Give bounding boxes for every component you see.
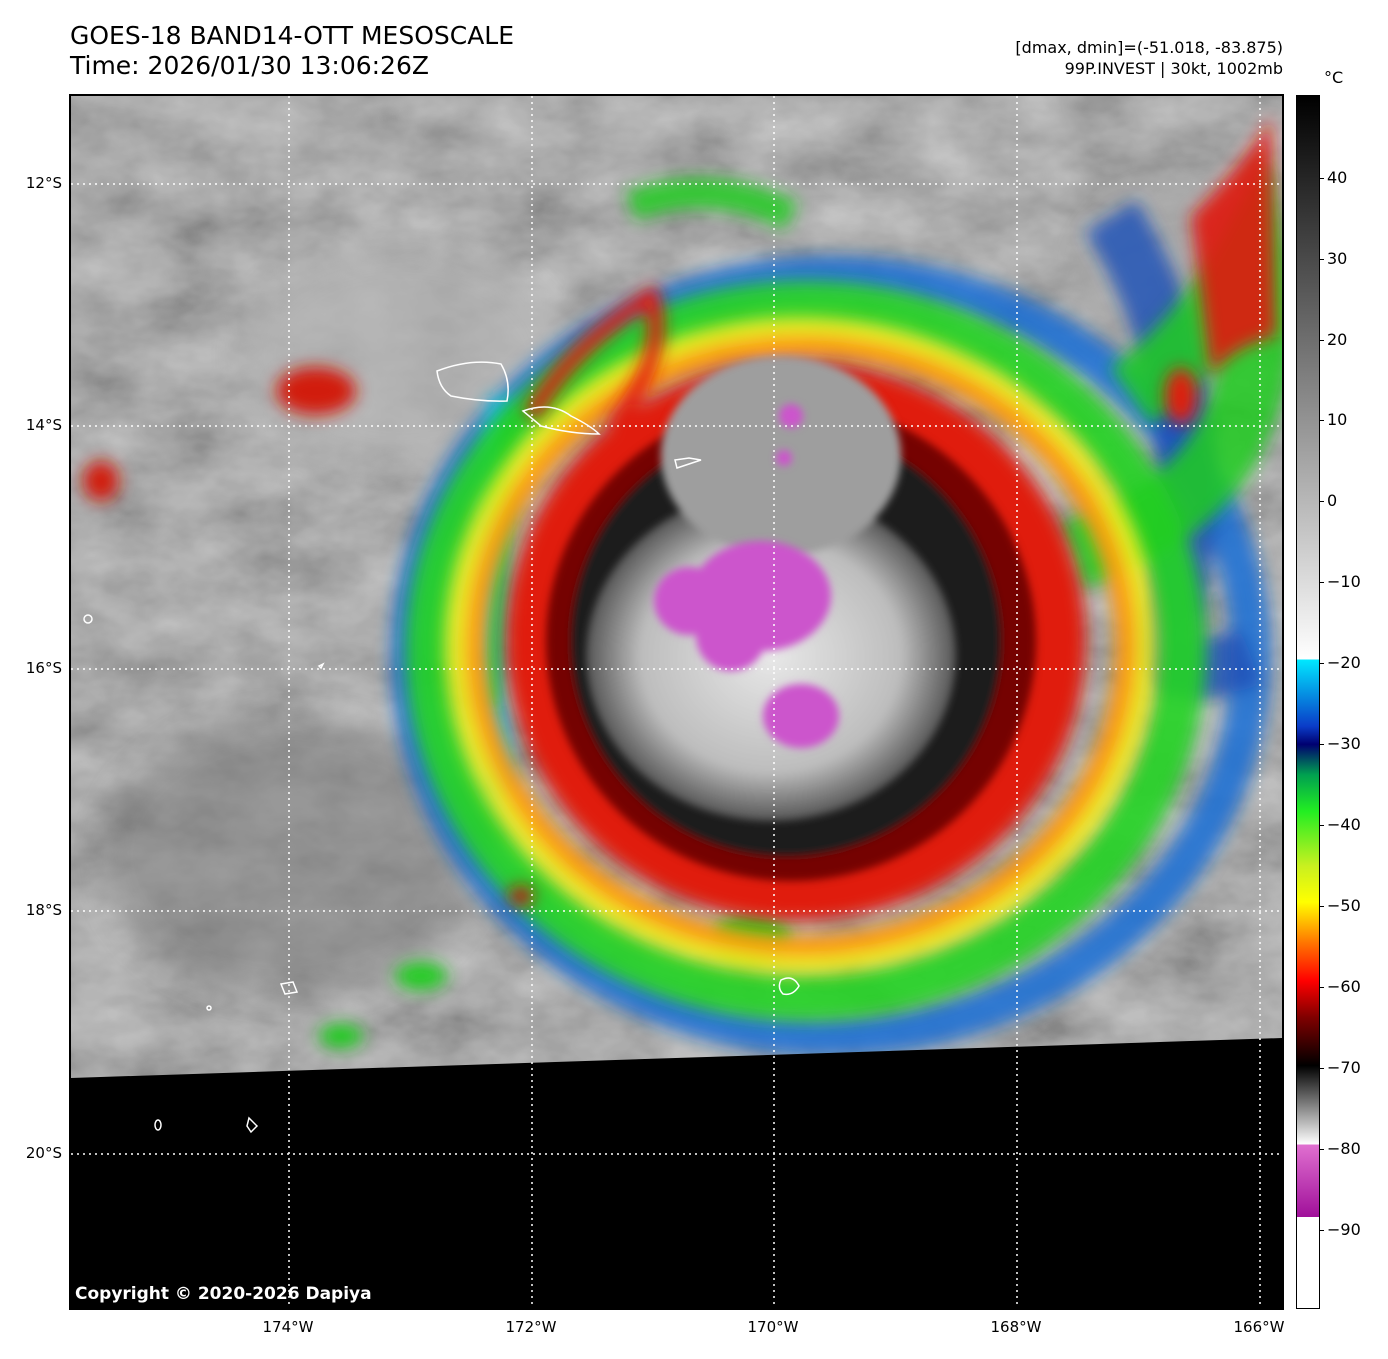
- lat-label: 16°S: [25, 659, 62, 677]
- colorbar-tick: −60: [1327, 977, 1361, 996]
- lat-label: 12°S: [25, 174, 62, 192]
- image-timestamp: Time: 2026/01/30 13:06:26Z: [70, 51, 429, 80]
- lon-label: 166°W: [1233, 1318, 1285, 1336]
- coastlines: [83, 361, 800, 1134]
- convection-band-yellow: [445, 317, 1157, 975]
- no-data-region: [71, 1038, 1282, 1308]
- satellite-imagery: [71, 96, 1282, 1308]
- colorbar-tick: −70: [1327, 1058, 1361, 1077]
- lat-label: 20°S: [25, 1144, 62, 1162]
- colorbar-tick: −10: [1327, 572, 1361, 591]
- lon-label: 172°W: [505, 1318, 557, 1336]
- convection-band-green: [319, 155, 1282, 1048]
- colorbar-tick: −80: [1327, 1139, 1361, 1158]
- image-title: GOES-18 BAND14-OTT MESOSCALE: [70, 21, 515, 50]
- colorbar-unit: °C: [1324, 68, 1344, 87]
- colorbar-tick: −50: [1327, 896, 1361, 915]
- colorbar-tick: −20: [1327, 653, 1361, 672]
- colorbar-tick: −40: [1327, 815, 1361, 834]
- lon-label: 174°W: [262, 1318, 314, 1336]
- lon-label: 170°W: [747, 1318, 799, 1336]
- lat-label: 14°S: [25, 416, 62, 434]
- temperature-colorbar: [1296, 95, 1320, 1309]
- lat-label: 18°S: [25, 901, 62, 919]
- colorbar-tick: 0: [1327, 491, 1338, 510]
- colorbar-tick: 20: [1327, 330, 1348, 349]
- colorbar-tick: −30: [1327, 734, 1361, 753]
- coldest-cloud-tops: [654, 404, 839, 748]
- colorbar-tick: 10: [1327, 410, 1348, 429]
- graticule: [71, 96, 1282, 1308]
- colorbar-tick: 40: [1327, 168, 1348, 187]
- colorbar-tick: −90: [1327, 1220, 1361, 1239]
- storm-info: 99P.INVEST | 30kt, 1002mb: [1064, 59, 1283, 78]
- colorbar-tick: 30: [1327, 249, 1348, 268]
- dmax-dmin-readout: [dmax, dmin]=(-51.018, -83.875): [1015, 38, 1283, 57]
- satellite-map: [69, 94, 1284, 1310]
- copyright-notice: Copyright © 2020-2026 Dapiya: [75, 1284, 372, 1304]
- lon-label: 168°W: [990, 1318, 1042, 1336]
